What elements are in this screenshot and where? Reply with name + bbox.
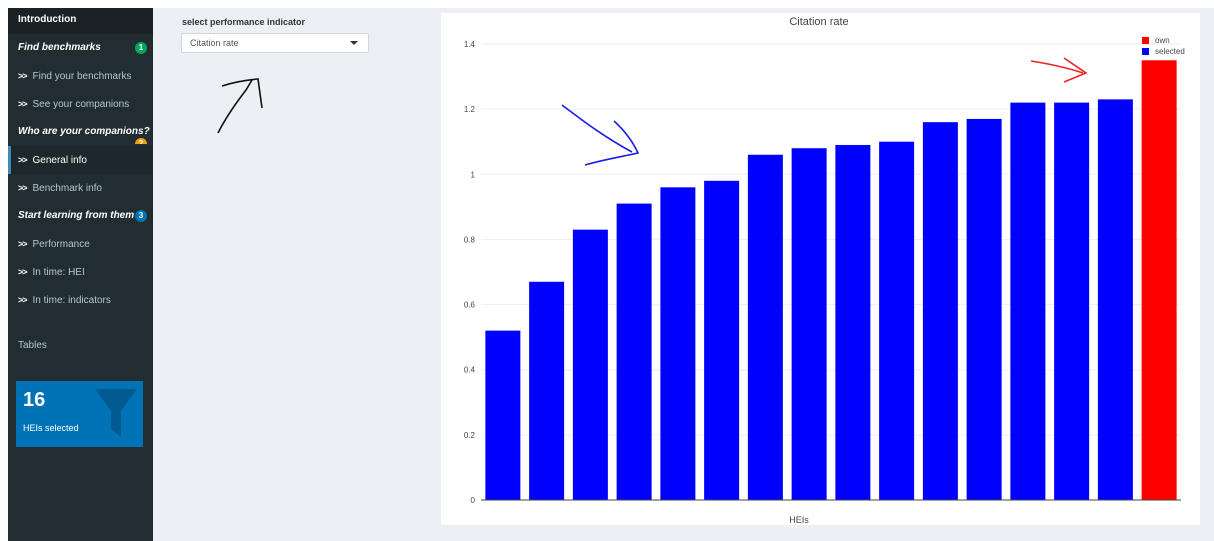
count-badge: 2 — [135, 138, 147, 144]
bar-selected-6[interactable] — [747, 154, 783, 500]
filter-icon — [95, 389, 137, 437]
hei-count-label: HEIs selected — [23, 423, 79, 433]
sidebar-item-benchmark-info[interactable]: >> Benchmark info — [8, 174, 153, 202]
double-chevron-right-icon: >> — [18, 267, 27, 277]
sidebar-item-label: In time: indicators — [32, 295, 111, 306]
sidebar-item-label: Who are your companions? — [18, 126, 150, 137]
double-chevron-right-icon: >> — [18, 155, 27, 165]
sidebar-header-find-benchmarks[interactable]: Find benchmarks 1 — [8, 34, 153, 62]
y-tick-label: 1.4 — [464, 40, 476, 49]
indicator-select[interactable]: Citation rate — [181, 33, 369, 53]
chart-panel: 0 0.2 0.4 0.6 0.8 1 1.2 1.4 Citation rate HEIs … — [441, 13, 1200, 525]
main-content: select performance indicator Citation ra… — [153, 8, 1214, 541]
sidebar-item-label: Introduction — [18, 14, 77, 25]
caret-down-icon — [350, 41, 358, 45]
bar-selected-13[interactable] — [1054, 102, 1090, 500]
sidebar-item-tables[interactable]: Tables — [8, 332, 153, 360]
bar-selected-11[interactable] — [966, 118, 1002, 501]
bar-selected-0[interactable] — [485, 330, 521, 500]
legend-swatch-selected[interactable] — [1142, 48, 1149, 55]
double-chevron-right-icon: >> — [18, 239, 27, 249]
bar-selected-9[interactable] — [879, 141, 915, 500]
double-chevron-right-icon: >> — [18, 295, 27, 305]
indicator-select-value: Citation rate — [190, 38, 239, 48]
y-tick-label: 0.4 — [464, 366, 476, 375]
bar-selected-7[interactable] — [791, 148, 827, 500]
bar-selected-10[interactable] — [922, 122, 958, 501]
count-badge: 1 — [135, 42, 147, 54]
double-chevron-right-icon: >> — [18, 71, 27, 81]
bar-selected-8[interactable] — [835, 144, 871, 500]
legend-swatch-own[interactable] — [1142, 37, 1149, 44]
bar-selected-12[interactable] — [1010, 102, 1046, 500]
sidebar-item-see-your-companions[interactable]: >> See your companions — [8, 90, 153, 118]
bar-selected-1[interactable] — [529, 281, 565, 500]
sidebar-header-start-learning[interactable]: Start learning from them 3 — [8, 202, 153, 230]
sidebar-item-label: Start learning from them — [18, 210, 135, 221]
hei-count-value-box: 16 HEIs selected — [16, 381, 143, 447]
bar-selected-5[interactable] — [704, 180, 740, 501]
bar-own-0[interactable] — [1141, 60, 1177, 501]
double-chevron-right-icon: >> — [18, 183, 27, 193]
sidebar-header-who-are-your-companions[interactable]: Who are your companions? 2 — [8, 118, 153, 146]
sidebar: Introduction Find benchmarks 1 >> Find yo… — [8, 8, 153, 541]
legend-label-own[interactable]: own — [1155, 36, 1170, 45]
bar-selected-3[interactable] — [616, 203, 652, 500]
x-axis-label: HEIs — [789, 515, 809, 525]
sidebar-item-label: Find benchmarks — [18, 42, 101, 53]
sidebar-item-label: In time: HEI — [32, 267, 85, 278]
hei-count-number: 16 — [23, 389, 46, 411]
legend-label-selected[interactable]: selected — [1155, 47, 1185, 56]
sidebar-item-label: Tables — [18, 340, 47, 351]
sidebar-item-label: Performance — [32, 239, 90, 250]
sidebar-item-performance[interactable]: >> Performance — [8, 230, 153, 258]
sidebar-item-label: See your companions — [32, 99, 130, 110]
count-badge: 3 — [135, 210, 147, 222]
y-tick-label: 0.2 — [464, 431, 476, 440]
sidebar-item-in-time-indicators[interactable]: >> In time: indicators — [8, 286, 153, 314]
y-tick-label: 0 — [471, 496, 476, 505]
sidebar-item-label: Benchmark info — [32, 183, 102, 194]
sidebar-item-introduction[interactable]: Introduction — [8, 8, 153, 34]
sidebar-item-in-time-hei[interactable]: >> In time: HEI — [8, 258, 153, 286]
y-tick-label: 1.2 — [464, 105, 476, 114]
bar-selected-14[interactable] — [1097, 99, 1133, 500]
double-chevron-right-icon: >> — [18, 99, 27, 109]
sidebar-item-general-info[interactable]: >> General info — [8, 146, 153, 174]
indicator-select-label: select performance indicator — [182, 17, 306, 27]
y-tick-label: 0.6 — [464, 301, 476, 310]
bar-selected-2[interactable] — [572, 229, 608, 500]
chart-title: Citation rate — [789, 16, 848, 28]
y-tick-label: 1 — [471, 170, 476, 179]
y-tick-label: 0.8 — [464, 235, 476, 244]
citation-rate-bar-chart: 00.20.40.60.811.21.4 Citation rate HEIs … — [464, 16, 1185, 525]
sidebar-item-label: General info — [32, 155, 87, 166]
sidebar-item-find-your-benchmarks[interactable]: >> Find your benchmarks — [8, 62, 153, 90]
sidebar-item-label: Find your benchmarks — [32, 71, 132, 82]
bar-selected-4[interactable] — [660, 187, 696, 501]
